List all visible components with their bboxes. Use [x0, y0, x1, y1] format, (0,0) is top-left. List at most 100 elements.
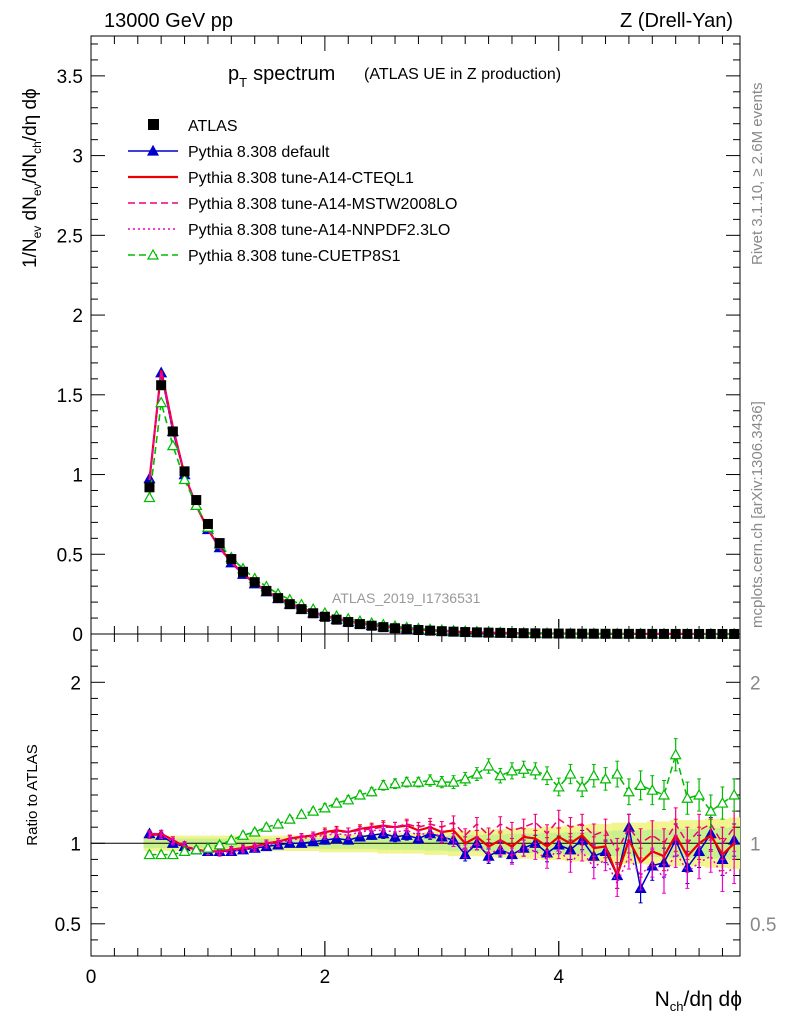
title-spectrum: spectrum [253, 63, 335, 85]
data-point [343, 617, 354, 628]
ratio-series-marker [190, 843, 203, 855]
ratio-series-marker [318, 801, 331, 813]
data-point [425, 625, 436, 636]
ratio-series-marker [435, 775, 448, 787]
legend: ATLAS Pythia 8.308 default Pythia 8.308 tu… [128, 118, 457, 265]
ratio-series-marker [272, 817, 285, 829]
ratio-y-tick-label: 2 [70, 673, 81, 694]
legend-marker [146, 248, 160, 260]
ratio-series-layer [143, 738, 741, 904]
x-axis-label: Nch/dη dϕ [655, 988, 742, 1014]
ratio-series-marker [459, 772, 472, 784]
x-tick-label: 4 [553, 967, 564, 988]
data-point [612, 628, 623, 639]
data-point [553, 628, 564, 639]
ratio-series-marker [657, 788, 671, 800]
ratio-series-marker [166, 848, 179, 860]
ratio-series-marker [236, 829, 250, 840]
ratio-y-axis-label: Ratio to ATLAS [24, 744, 41, 845]
ratio-series-marker [646, 783, 659, 795]
ratio-series-marker [155, 848, 168, 860]
data-point [588, 628, 599, 639]
main-y-tick-label: 3.5 [57, 67, 83, 88]
header-process: Z (Drell-Yan) [620, 10, 733, 32]
ratio-series-marker [728, 788, 741, 800]
data-point [238, 566, 249, 577]
data-point [565, 628, 576, 639]
rivet-version-label: Rivet 3.1.10, ≥ 2.6M events [749, 83, 766, 266]
ratio-series-marker [576, 780, 589, 792]
data-point [284, 599, 295, 610]
ratio-series-marker [494, 769, 507, 781]
title-sub: T [239, 75, 247, 90]
ratio-series-marker [377, 779, 390, 790]
data-point [354, 619, 365, 630]
data-point [436, 626, 447, 637]
ratio-series-marker [517, 763, 530, 774]
data-point [378, 622, 389, 633]
analysis-tag: ATLAS_2019_I1736531 [332, 590, 481, 606]
ratio-series-marker [389, 777, 402, 789]
data-point [179, 466, 190, 477]
ratio-series-marker [611, 767, 624, 779]
data-point [705, 628, 716, 639]
ratio-series-marker [178, 845, 191, 856]
main-y-tick-label: 2 [72, 306, 83, 327]
data-point [214, 538, 225, 549]
main-series-marker [166, 439, 179, 451]
data-point [518, 628, 529, 639]
ratio-series-marker [260, 820, 273, 832]
ratio-series-marker [143, 848, 156, 860]
ratio-series-marker [541, 769, 554, 781]
ratio-series-marker [400, 775, 413, 787]
ratio-series-marker [552, 780, 565, 792]
ratio-series-marker [353, 788, 366, 800]
mcplots-label: mcplots.cern.ch [arXiv:1306.3436] [749, 401, 766, 628]
legend-label: Pythia 8.308 default [188, 144, 330, 161]
data-point [506, 628, 517, 639]
data-point [530, 628, 541, 639]
ratio-series-marker [365, 785, 378, 797]
data-point [542, 628, 553, 639]
ratio-series-marker [225, 833, 238, 845]
data-point [682, 628, 693, 639]
main-series-layer [143, 366, 741, 639]
data-point [319, 611, 330, 622]
ratio-series-marker [622, 785, 635, 797]
x-tick-label: 0 [86, 967, 97, 988]
data-point [249, 577, 260, 588]
data-point [471, 627, 482, 638]
data-point [331, 614, 342, 625]
header-energy: 13000 GeV pp [104, 10, 233, 32]
ratio-y-tick-label: 0.5 [55, 915, 81, 936]
ratio-series-marker [564, 767, 577, 779]
ratio-series-marker [716, 796, 729, 808]
main-y-tick-label: 2.5 [57, 226, 83, 247]
data-point [144, 482, 155, 493]
data-point [261, 585, 272, 596]
chart-subtitle: (ATLAS UE in Z production) [364, 66, 561, 83]
data-point [717, 628, 728, 639]
title-p: p [228, 63, 239, 85]
data-point [577, 628, 588, 639]
ratio-plot-frame [90, 633, 741, 957]
ratio-series-marker [213, 838, 226, 850]
data-point [156, 380, 167, 391]
data-point [495, 627, 506, 638]
data-point [226, 554, 237, 565]
data-point [694, 628, 705, 639]
ratio-series-marker [587, 769, 600, 781]
main-y-tick-label: 0.5 [57, 545, 83, 566]
ratio-series-marker [681, 791, 694, 803]
ratio-series-marker [248, 825, 261, 837]
data-point [366, 620, 377, 631]
main-y-tick-label: 1 [72, 466, 83, 487]
ratio-series-marker [482, 759, 495, 771]
data-point [483, 627, 494, 638]
data-point [191, 495, 202, 506]
x-tick-label: 2 [320, 967, 331, 988]
ratio-series-marker [704, 804, 717, 816]
legend-label: Pythia 8.308 tune-CUETP8S1 [188, 248, 401, 265]
data-point [390, 623, 401, 634]
axes: 0 0.5 1 1.5 2 2.5 3 3.5 0.5 0.5 1 1 2 2 0 2 4 [55, 36, 776, 988]
